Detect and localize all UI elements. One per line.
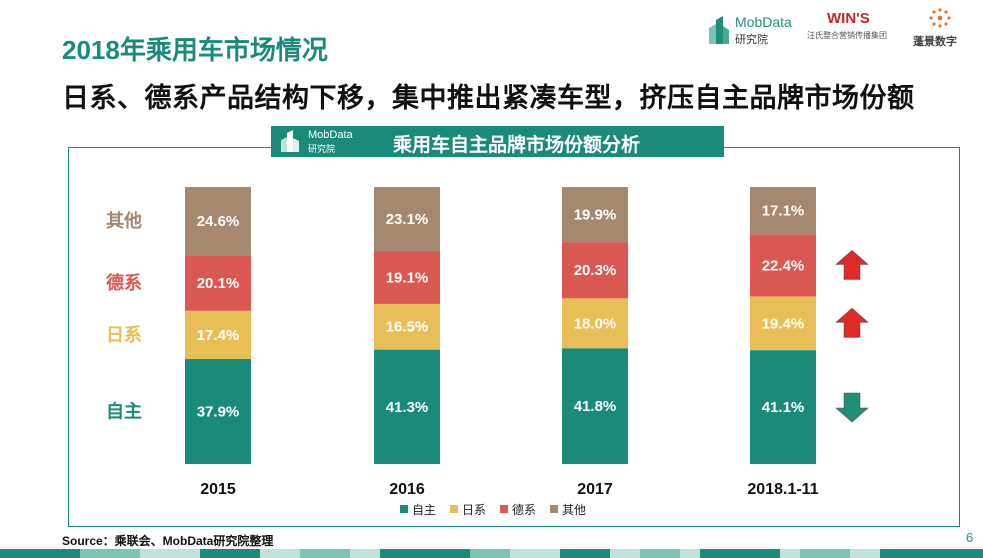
- bar-segment: [185, 359, 251, 464]
- mobdata-logo: MobData 研究院: [707, 10, 802, 48]
- data-label: 37.9%: [197, 404, 240, 421]
- x-tick-label: 2015: [200, 481, 236, 498]
- arrow-up-icon: [835, 307, 869, 338]
- legend-label: 其他: [562, 503, 586, 517]
- page-subtitle: 日系、德系产品结构下移，集中推出紧凑车型，挤压自主品牌市场份额: [62, 83, 915, 113]
- bar-segment: [374, 187, 440, 251]
- bar-segment: [374, 349, 440, 464]
- series-side-label: 德系: [106, 272, 142, 293]
- bar-segment: [185, 255, 251, 311]
- wins-logo-sub: 汪氏整合营销传播集团: [807, 31, 887, 40]
- legend-label: 自主: [412, 503, 436, 517]
- legend-label: 日系: [462, 503, 486, 517]
- data-label: 16.5%: [386, 319, 429, 336]
- pengjing-logo-icon: [929, 8, 951, 28]
- data-label: 41.3%: [386, 399, 429, 416]
- series-side-label: 其他: [106, 210, 142, 231]
- legend-swatch: [550, 505, 558, 513]
- data-label: 41.8%: [574, 398, 617, 415]
- banner-logo-sub: 研究院: [308, 144, 336, 154]
- data-label: 41.1%: [762, 399, 805, 416]
- page-number: 6: [966, 530, 974, 545]
- data-label: 19.4%: [762, 315, 805, 332]
- chart-title: 乘用车自主品牌市场份额分析: [393, 135, 641, 156]
- bar-segment: [562, 348, 628, 464]
- series-side-label: 日系: [106, 325, 142, 345]
- bar-segment: [750, 296, 816, 351]
- data-label: 18.0%: [574, 315, 617, 332]
- data-label: 17.4%: [197, 327, 240, 344]
- data-label: 23.1%: [386, 211, 429, 228]
- data-label: 20.3%: [574, 262, 617, 279]
- x-tick-label: 2016: [389, 481, 425, 498]
- data-label: 22.4%: [762, 257, 805, 274]
- bar-segment: [750, 350, 816, 464]
- data-label: 17.1%: [762, 203, 805, 220]
- mobdata-logo-name: MobData: [735, 14, 792, 30]
- x-tick-label: 2017: [577, 481, 613, 498]
- legend-swatch: [400, 505, 408, 513]
- banner-logo-icon: [281, 130, 299, 152]
- bar-segment: [185, 187, 251, 256]
- bar-segment: [562, 242, 628, 299]
- legend-swatch: [450, 505, 458, 513]
- bottom-stripe: [0, 549, 983, 558]
- page-title: 2018年乘用车市场情况: [62, 35, 328, 65]
- legend-label: 德系: [512, 502, 536, 517]
- bar-segment: [562, 298, 628, 349]
- data-label: 20.1%: [197, 275, 240, 292]
- bar-segment: [185, 310, 251, 360]
- banner-logo-name: MobData: [308, 129, 353, 141]
- legend-swatch: [500, 505, 508, 513]
- wins-logo: WIN'S 汪氏整合营销传播集团: [807, 8, 907, 48]
- bar-segment: [374, 250, 440, 304]
- bar-segment: [374, 303, 440, 350]
- pengjing-logo: 蓬景数字: [913, 6, 969, 50]
- pengjing-logo-name: 蓬景数字: [913, 36, 957, 48]
- arrow-up-icon: [835, 249, 869, 280]
- logo-group: MobData 研究院 WIN'S 汪氏整合营销传播集团 蓬景数字: [707, 6, 969, 50]
- mobdata-logo-sub: 研究院: [735, 34, 768, 46]
- x-tick-label: 2018.1-11: [747, 481, 818, 498]
- source-note: Source：乘联会、MobData研究院整理: [62, 534, 274, 548]
- chart-title-banner: MobData 研究院 乘用车自主品牌市场份额分析: [271, 126, 724, 157]
- series-side-label: 自主: [106, 401, 142, 422]
- bar-segment: [750, 234, 816, 297]
- data-label: 19.9%: [574, 207, 617, 224]
- data-label: 24.6%: [197, 213, 240, 230]
- mobdata-logo-icon: [709, 16, 729, 44]
- bar-segment: [562, 187, 628, 243]
- data-label: 19.1%: [386, 269, 429, 286]
- wins-logo-name: WIN'S: [827, 10, 870, 27]
- arrow-down-icon: [835, 392, 869, 423]
- bar-segment: [750, 187, 816, 235]
